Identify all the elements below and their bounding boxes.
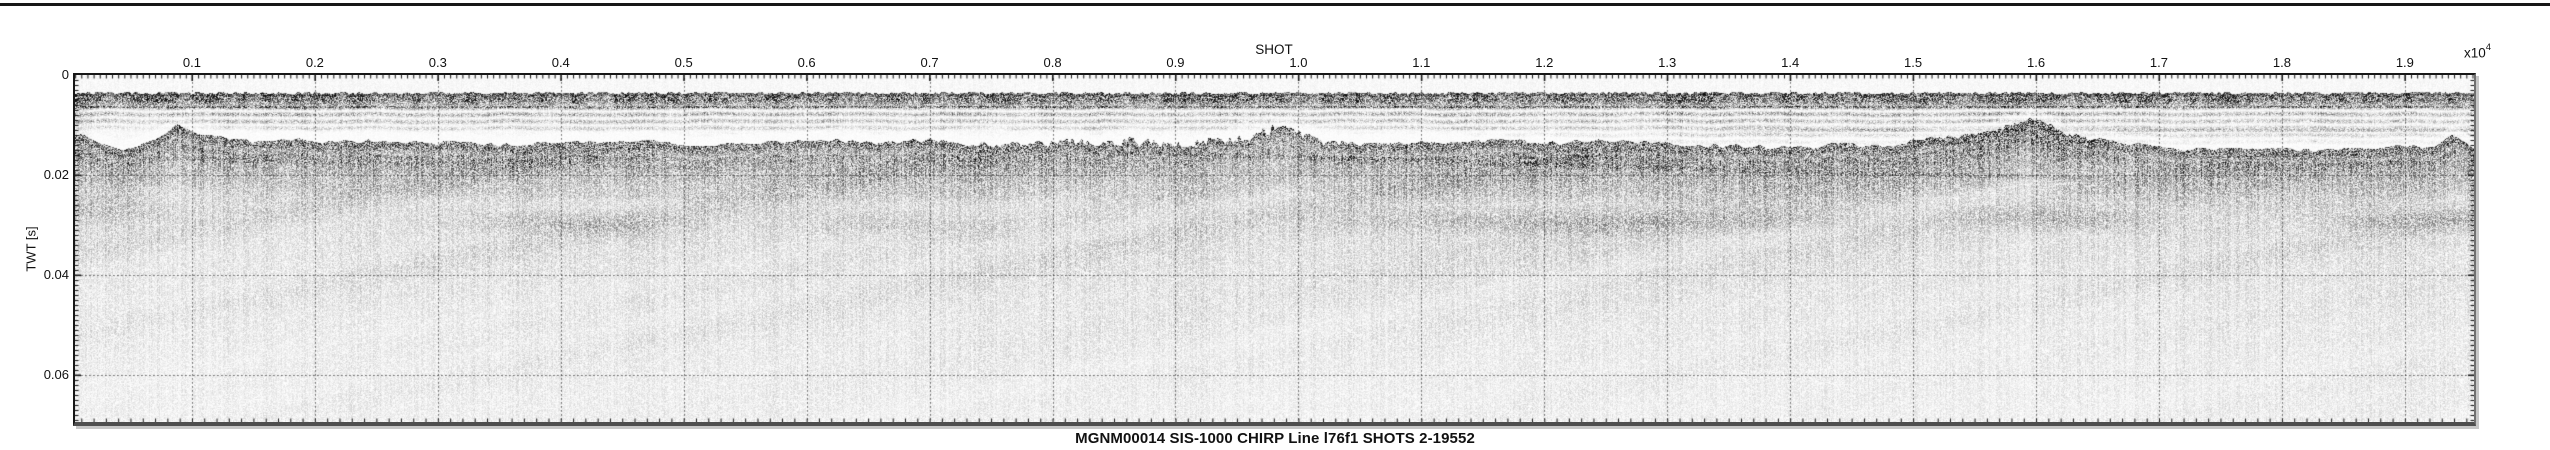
multiplier-base: x10 bbox=[2464, 45, 2486, 61]
multiplier-exponent: 4 bbox=[2485, 42, 2492, 53]
y-tick-label: 0.02 bbox=[43, 167, 69, 182]
x-tick-label: 0.3 bbox=[428, 55, 447, 70]
x-tick-label: 1.2 bbox=[1535, 55, 1554, 70]
figure-caption: MGNM00014 SIS-1000 CHIRP Line l76f1 SHOT… bbox=[1075, 430, 1475, 447]
x-axis-unit-multiplier: x104 bbox=[2464, 42, 2492, 61]
x-tick-label: 0.8 bbox=[1043, 55, 1062, 70]
x-tick-label: 1.6 bbox=[2026, 55, 2046, 70]
y-tick-label: 0.06 bbox=[43, 367, 69, 382]
x-tick-label: 1.1 bbox=[1412, 55, 1431, 70]
x-tick-label: 1.5 bbox=[1904, 55, 1923, 70]
top-divider-rule bbox=[0, 3, 2550, 6]
y-axis-title: TWT [s] bbox=[23, 226, 39, 272]
x-tick-label: 1.3 bbox=[1658, 55, 1677, 70]
x-tick-label: 0.5 bbox=[674, 55, 693, 70]
plot-area bbox=[73, 73, 2476, 426]
x-tick-label: 1.4 bbox=[1781, 55, 1800, 70]
y-tick-label: 0.04 bbox=[43, 267, 69, 282]
x-tick-label: 1.0 bbox=[1289, 55, 1308, 70]
x-tick-label: 1.9 bbox=[2395, 55, 2414, 70]
x-tick-label: 1.7 bbox=[2149, 55, 2169, 70]
x-tick-label: 0.4 bbox=[551, 55, 570, 70]
x-tick-label: 1.8 bbox=[2272, 55, 2291, 70]
x-tick-label: 0.2 bbox=[305, 55, 324, 70]
x-tick-label: 0.7 bbox=[920, 55, 939, 70]
y-tick-label: 0 bbox=[61, 67, 69, 82]
seismic-section-canvas bbox=[75, 75, 2474, 422]
x-tick-label: 0.6 bbox=[797, 55, 816, 70]
x-tick-label: 0.1 bbox=[182, 55, 201, 70]
x-tick-label: 0.9 bbox=[1166, 55, 1185, 70]
x-axis-title: SHOT bbox=[1255, 42, 1293, 57]
